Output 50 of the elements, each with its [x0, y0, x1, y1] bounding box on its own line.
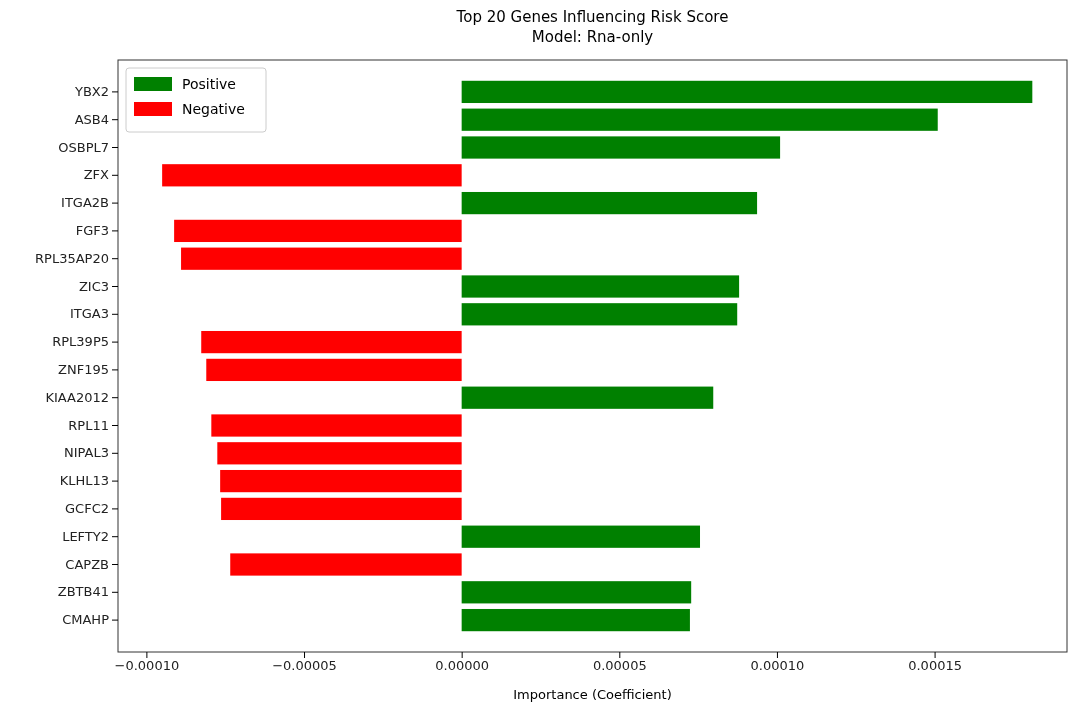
x-tick-label: 0.00015: [908, 658, 962, 674]
bar: [162, 164, 462, 187]
bar: [461, 108, 938, 131]
y-tick-label: RPL11: [68, 417, 109, 433]
bar: [201, 330, 462, 354]
y-tick-label: ASB4: [74, 111, 109, 127]
bar: [461, 608, 690, 632]
bar: [206, 358, 462, 382]
x-tick-label: 0.00005: [592, 658, 647, 674]
y-tick-label: GCFC2: [65, 501, 109, 517]
y-tick-label: KLHL13: [59, 473, 109, 489]
y-tick-label: ZNF195: [58, 362, 109, 378]
chart-title: Top 20 Genes Influencing Risk Score Model: Rna-only: [455, 8, 729, 46]
bar: [211, 414, 462, 437]
x-tick-label: −0.00005: [272, 658, 337, 674]
y-tick-label: ITGA3: [69, 306, 109, 322]
bar: [461, 303, 738, 326]
bar: [220, 469, 462, 493]
bar: [461, 80, 1033, 104]
bar: [181, 247, 462, 270]
x-axis-title: Importance (Coefficient): [513, 687, 672, 702]
y-tick-label: ZBTB41: [57, 584, 109, 600]
y-tick-label: ITGA2B: [61, 195, 109, 211]
bar: [461, 386, 714, 409]
y-tick-label: LEFTY2: [62, 528, 109, 544]
y-tick-label: NIPAL3: [64, 445, 109, 461]
x-tick-label: −0.00010: [114, 658, 180, 674]
bar: [461, 525, 701, 548]
y-tick-label: RPL35AP20: [35, 250, 109, 266]
y-tick-label: YBX2: [73, 84, 109, 100]
bar: [217, 442, 462, 465]
legend-label: Positive: [182, 76, 236, 92]
y-tick-label: KIAA2012: [45, 389, 109, 405]
y-tick-label: CAPZB: [65, 556, 109, 572]
y-tick-label: FGF3: [75, 223, 109, 239]
legend-label: Negative: [182, 101, 245, 117]
bar: [461, 136, 781, 159]
bar: [221, 497, 462, 521]
y-tick-label: ZIC3: [78, 278, 109, 294]
bar: [230, 553, 462, 576]
bar: [461, 191, 758, 215]
bar: [174, 219, 462, 243]
x-tick-label: 0.00010: [750, 658, 805, 674]
y-tick-label: OSBPL7: [58, 139, 109, 155]
y-tick-label: RPL39P5: [52, 334, 109, 350]
y-tick-label: CMAHP: [62, 612, 110, 628]
bar: [461, 275, 740, 298]
x-tick-label: 0.00000: [435, 658, 490, 674]
bar: [461, 581, 692, 604]
y-tick-label: ZFX: [83, 167, 110, 183]
